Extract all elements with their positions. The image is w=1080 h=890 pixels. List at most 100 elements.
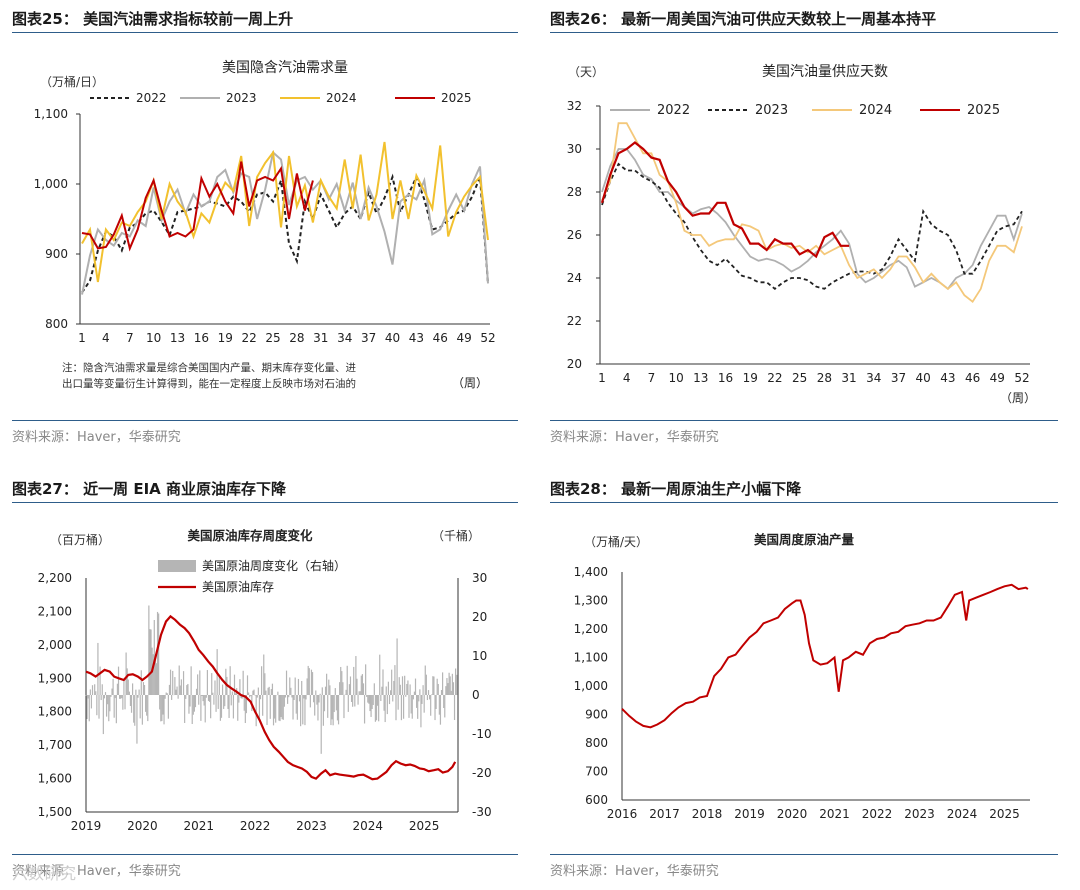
weekly-change-bar [130,695,133,713]
weekly-change-bar [374,695,377,722]
weekly-change-bar [415,695,418,708]
weekly-change-bar [148,605,150,695]
y-tick-label: 2,000 [38,638,72,652]
y-axis-unit: （万桶/天） [584,534,648,549]
weekly-change-bar [352,695,354,707]
y-tick-label: 20 [567,357,582,371]
weekly-change-bar [355,656,357,695]
weekly-change-bar [138,689,140,695]
series-line-2022 [81,173,489,294]
weekly-change-bar [440,690,443,695]
weekly-change-bar [345,689,347,695]
weekly-change-bar [230,695,232,706]
weekly-change-bar [202,695,204,702]
weekly-change-bar [290,687,292,695]
source-rule [550,420,1058,421]
x-tick-label: 2025 [989,807,1020,821]
y-tick-label: 900 [45,247,68,261]
weekly-change-bar [228,695,230,718]
weekly-change-bar [350,695,353,702]
weekly-change-bar [191,695,193,725]
weekly-change-bar [263,654,265,695]
x-tick-label: 31 [841,371,856,385]
weekly-change-bar [265,690,267,695]
source-rule [12,854,518,855]
chart-title: 美国隐含汽油需求量 [222,60,348,76]
weekly-change-bar [275,695,277,723]
weekly-change-bar [88,695,90,722]
weekly-change-bar [294,677,296,695]
weekly-change-bar [314,695,316,716]
x-tick-label: 10 [668,371,683,385]
weekly-change-bar [382,669,384,695]
weekly-change-bar [432,676,434,695]
weekly-change-bar [301,680,303,695]
x-tick-label: 4 [102,331,110,345]
weekly-change-bar [192,695,194,715]
weekly-change-bar [426,695,429,701]
x-tick-label: 43 [940,371,955,385]
x-tick-label: 1 [78,331,86,345]
weekly-change-bar [451,673,453,695]
weekly-change-bar [305,695,307,700]
chart-28-label: 图表28： [550,480,616,498]
weekly-change-bar [123,679,125,695]
weekly-change-bar [379,654,381,695]
weekly-change-bar [258,695,261,721]
chart-26-source: 资料来源：Haver，华泰研究 [550,430,719,445]
y-axis-right-unit: （千桶） [432,528,480,543]
y-tick-label: 22 [567,314,582,328]
weekly-change-bar [334,688,336,695]
weekly-change-bar [214,680,216,695]
weekly-change-bar [422,685,424,695]
weekly-change-bar [412,695,414,700]
series-line-2022 [601,148,1023,291]
weekly-change-bar [311,672,314,695]
weekly-change-bar [297,678,300,695]
weekly-change-bar [446,678,448,695]
weekly-change-bar [244,695,246,724]
weekly-change-bar [356,678,358,695]
panel-chart-25: 图表25： 美国汽油需求指标较前一周上升 美国隐含汽油需求量 （万桶/日） 800 9… [0,0,520,445]
source-rule [550,854,1058,855]
weekly-change-bar [188,695,190,714]
weekly-change-bar [407,680,409,695]
chart-title: 美国周度原油产量 [754,532,855,547]
weekly-change-bar [212,692,214,695]
weekly-change-bar [389,690,392,695]
title-rule [550,502,1058,503]
weekly-change-bar [210,695,212,719]
weekly-change-bar [331,695,333,720]
weekly-change-bar [174,677,176,695]
weekly-change-bar [172,670,174,695]
weekly-change-bar [220,695,223,718]
weekly-change-bar [245,695,248,714]
weekly-change-bar [309,695,311,708]
weekly-change-bar [167,695,169,719]
weekly-change-bar [113,695,115,718]
weekly-change-bar [95,691,97,695]
weekly-change-bar [268,686,270,695]
x-tick-label: 46 [965,371,980,385]
x-tick-label: 2017 [649,807,680,821]
weekly-change-bar [240,695,242,699]
chart-28-source: 资料来源：Haver，华泰研究 [550,864,719,879]
weekly-change-bar [400,695,403,721]
weekly-change-bar [257,687,259,695]
weekly-change-bar [186,685,188,695]
chart-26-heading: 图表26： 最新一周美国汽油可供应天数较上一周基本持平 [550,8,936,29]
x-tick-label: 52 [480,331,495,345]
x-tick-label: 2025 [409,819,440,833]
chart-note-1: 注：隐含汽油需求量是综合美国国内产量、期末库存变化量、进 [62,361,356,374]
x-tick-label: 16 [194,331,209,345]
weekly-change-bar [427,690,430,695]
weekly-change-bar [455,668,457,695]
weekly-change-bar [284,695,287,698]
series-line-2025 [600,141,850,259]
weekly-change-bar [227,695,229,709]
weekly-change-bar [271,683,274,695]
weekly-change-bar [332,695,334,726]
y-tick-label: 2,200 [38,571,72,585]
x-tick-label: 2021 [819,807,850,821]
x-tick-label: 40 [385,331,400,345]
